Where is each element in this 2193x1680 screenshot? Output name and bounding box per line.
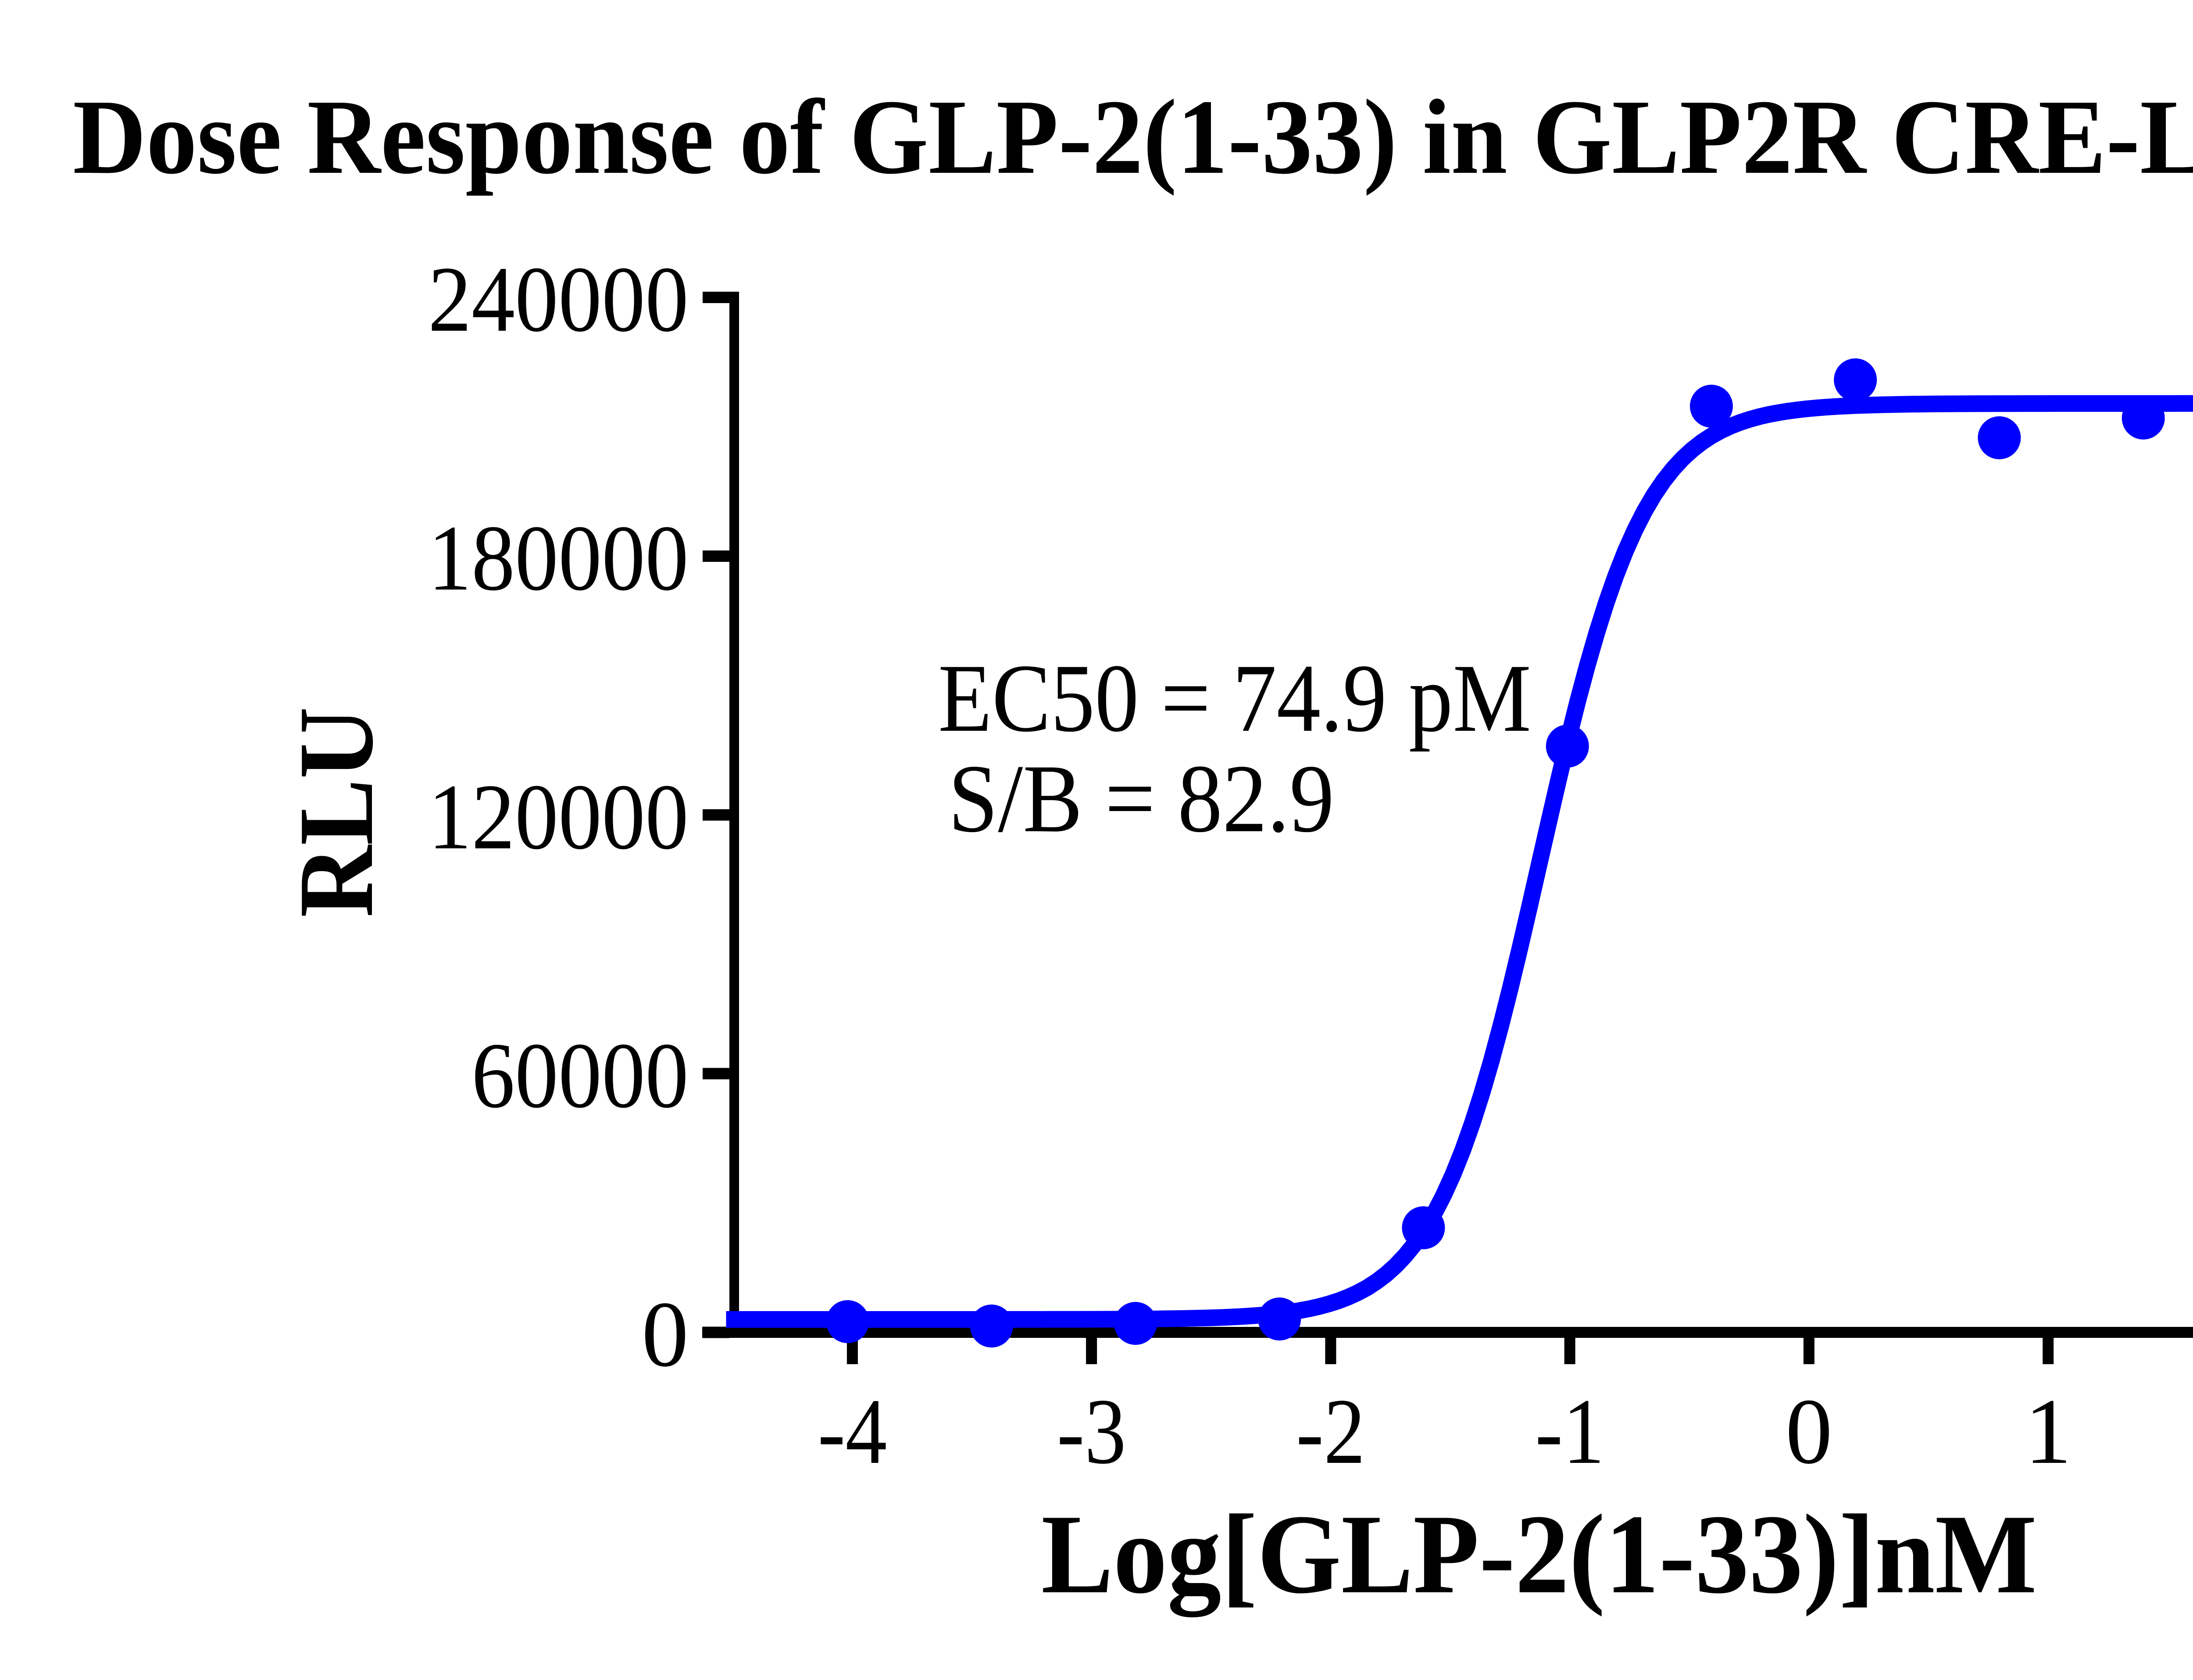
svg-text:180000: 180000 [428,506,689,610]
svg-text:S/B = 82.9: S/B = 82.9 [948,745,1334,853]
svg-text:-1: -1 [1535,1380,1604,1483]
svg-text:Dose Response of GLP-2(1-33) i: Dose Response of GLP-2(1-33) in GLP2R CR… [73,67,2193,196]
svg-text:240000: 240000 [428,247,689,351]
svg-text:EC50 = 74.9 pM: EC50 = 74.9 pM [938,644,1531,752]
svg-text:-3: -3 [1057,1380,1126,1483]
svg-text:0: 0 [642,1283,689,1387]
svg-text:120000: 120000 [428,765,689,869]
svg-text:-2: -2 [1296,1380,1365,1483]
svg-text:0: 0 [1786,1380,1832,1483]
svg-text:Log[GLP-2(1-33)]nM: Log[GLP-2(1-33)]nM [1041,1491,2037,1619]
svg-text:60000: 60000 [471,1024,689,1128]
svg-text:-4: -4 [818,1380,887,1483]
svg-text:1: 1 [2025,1380,2072,1483]
svg-text:RLU: RLU [277,707,395,918]
